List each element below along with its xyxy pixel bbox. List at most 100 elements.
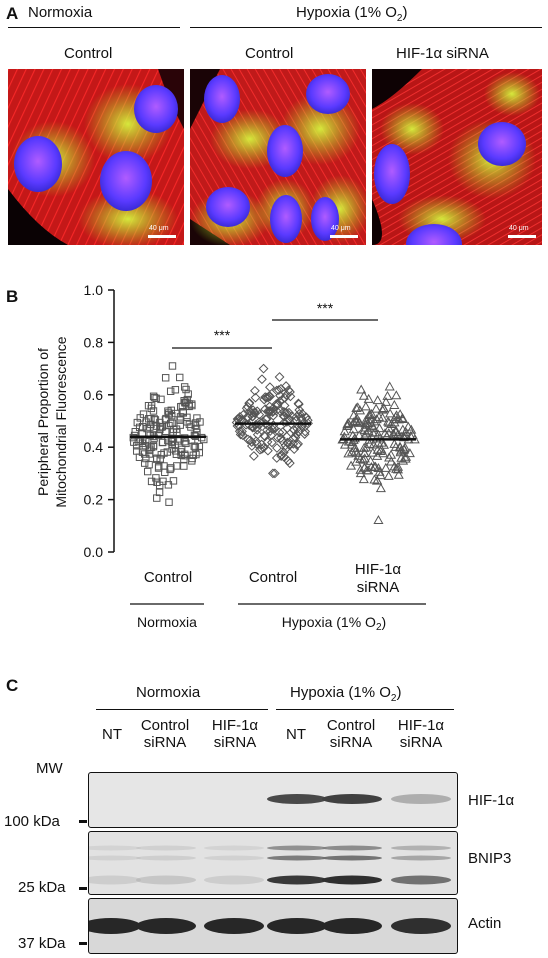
panel-a-label-2: Control [245, 45, 294, 62]
data-point [343, 448, 354, 458]
data-point [339, 439, 351, 449]
data-point [278, 447, 289, 458]
data-point [288, 424, 299, 435]
blot-band [89, 845, 141, 851]
data-point [238, 409, 249, 420]
data-point [361, 428, 372, 438]
blot-actin [88, 898, 458, 954]
blot-band [136, 845, 196, 851]
data-point [146, 431, 154, 440]
data-point [354, 416, 365, 426]
data-point [351, 403, 362, 413]
mw-title: MW [36, 760, 63, 777]
data-point [167, 406, 175, 415]
data-point [403, 421, 414, 431]
data-point [158, 438, 167, 447]
data-point [355, 464, 366, 474]
mean-lines [130, 422, 416, 441]
data-point [266, 437, 277, 448]
micrograph-hypoxia-control: 40 μm [190, 69, 366, 245]
data-point [150, 415, 158, 423]
data-point [184, 390, 192, 398]
normoxia-group-label: Normoxia [137, 614, 197, 630]
y-tick-label-0: 0.0 [84, 544, 104, 560]
data-point [254, 417, 265, 427]
data-point [147, 402, 156, 410]
data-point [348, 410, 359, 420]
data-point [294, 408, 305, 419]
blot-band [89, 875, 141, 885]
data-point [368, 439, 379, 449]
data-point [389, 417, 400, 427]
data-point [144, 467, 152, 476]
data-point [271, 405, 282, 416]
panel-c-hypoxia-line [276, 709, 454, 710]
data-point [165, 498, 173, 506]
data-point [134, 437, 143, 446]
lane-label-4: NT [286, 726, 306, 743]
lane-label-1: NT [102, 726, 122, 743]
micrograph-normoxia-control: 40 μm [8, 69, 184, 245]
data-point [247, 421, 258, 432]
data-point [157, 423, 165, 431]
blot-band [267, 918, 327, 934]
data-point [181, 437, 189, 446]
data-point [234, 426, 245, 437]
data-point [273, 385, 284, 395]
data-point [265, 382, 275, 393]
blot-band [391, 845, 451, 851]
data-point [242, 401, 253, 412]
data-point [130, 438, 138, 446]
data-point [185, 420, 194, 429]
data-point [180, 383, 189, 391]
data-point [260, 392, 271, 403]
blot-band [136, 855, 196, 861]
data-point [188, 454, 196, 463]
data-point [294, 405, 305, 415]
data-point [400, 453, 411, 463]
data-point [156, 455, 164, 463]
mw-tick-100 [79, 820, 87, 823]
data-point [289, 444, 300, 455]
data-point [285, 387, 295, 397]
data-point [272, 443, 282, 453]
data-point [350, 446, 361, 456]
mw-tick-25 [79, 887, 87, 890]
blot-band [267, 794, 327, 804]
data-point [380, 396, 392, 406]
panel-a-letter: A [6, 4, 19, 23]
data-point [145, 460, 153, 469]
panel-a-label-3: HIF-1α siRNA [396, 45, 489, 62]
data-point [152, 394, 160, 403]
data-point [393, 469, 404, 479]
y-axis-label-line2: Mitochondrial Fluorescence [53, 336, 69, 507]
blot-bnip3 [88, 831, 458, 895]
blot-band [391, 794, 451, 804]
data-point [133, 447, 141, 455]
data-point [375, 470, 386, 480]
data-point [385, 408, 396, 418]
data-point [243, 434, 253, 445]
data-point [288, 438, 299, 449]
panel-a-hypoxia-header: Hypoxia (1% O2) [296, 4, 408, 24]
panel-a-normoxia-line [8, 27, 180, 28]
data-point [400, 442, 411, 452]
data-point [136, 414, 144, 422]
data-point [379, 428, 391, 438]
data-point [391, 390, 402, 400]
data-point [138, 422, 147, 431]
data-point [366, 408, 377, 418]
mw-tick-37 [79, 942, 87, 945]
data-point [373, 515, 384, 525]
data-point [281, 381, 291, 391]
x-label-1: Control [144, 569, 192, 586]
data-point [140, 459, 149, 467]
data-point [374, 423, 385, 433]
data-point [185, 400, 193, 408]
data-point [365, 409, 376, 419]
y-tick-label-1: 0.2 [84, 492, 104, 508]
panel-b-letter: B [6, 287, 19, 306]
data-point [193, 414, 201, 422]
data-point [176, 373, 184, 382]
blot-band [322, 918, 382, 934]
